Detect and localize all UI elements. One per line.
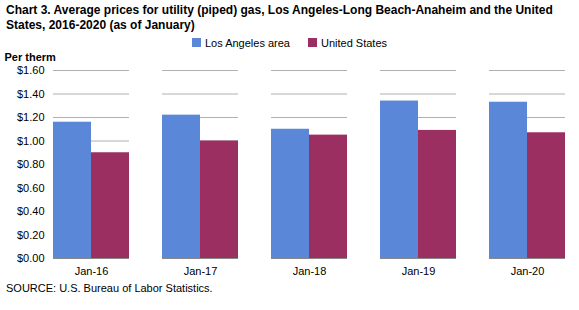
svg-text:Jan-20: Jan-20 [511,265,545,277]
svg-text:$0.40: $0.40 [17,205,45,217]
svg-text:Per therm: Per therm [5,51,57,63]
html-text:Los Angeles area: Los Angeles area [205,36,290,49]
html-text:SOURCE: U.S. Bureau of Labor S: SOURCE: U.S. Bureau of Labor Statistics. [6,282,213,294]
svg-text:$1.60: $1.60 [17,64,45,76]
html-text:Chart 3. Average prices for ut: Chart 3. Average prices for utility (pip… [6,3,553,32]
svg-text:$0.60: $0.60 [17,182,45,194]
svg-text:$0.80: $0.80 [17,158,45,170]
svg-text:$1.40: $1.40 [17,88,45,100]
svg-text:$1.00: $1.00 [17,135,45,147]
svg-text:Jan-17: Jan-17 [184,265,218,277]
svg-text:$0.20: $0.20 [17,229,45,241]
svg-text:Jan-18: Jan-18 [293,265,327,277]
html-text:United States: United States [321,36,387,49]
svg-text:Jan-16: Jan-16 [75,265,109,277]
svg-text:$1.20: $1.20 [17,111,45,123]
svg-text:$0.00: $0.00 [17,252,45,264]
svg-text:Jan-19: Jan-19 [402,265,436,277]
